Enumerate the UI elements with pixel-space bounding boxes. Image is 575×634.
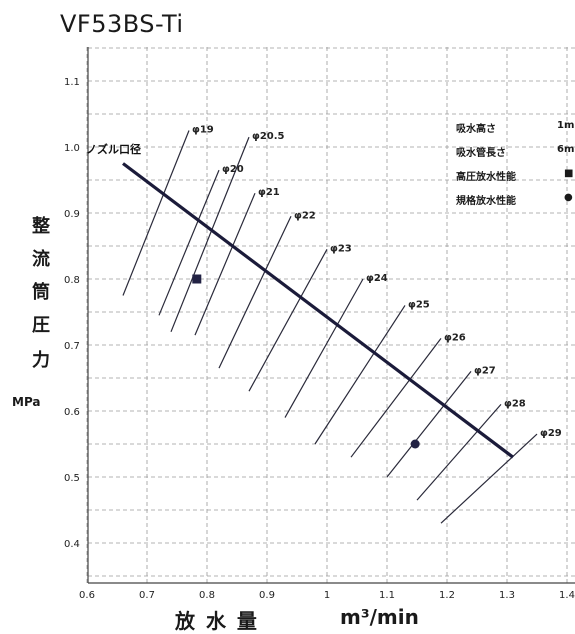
nozzle-label: φ24 (366, 273, 388, 284)
x-tick-label: 1.3 (499, 590, 515, 601)
nozzle-line (158, 169, 220, 316)
y-axis-label-char: 圧 (32, 315, 50, 336)
nozzle-line (170, 136, 250, 333)
nozzle-label: φ29 (540, 428, 562, 439)
y-tick-label: 0.9 (64, 209, 80, 220)
nozzle-line (350, 338, 442, 458)
x-tick-label: 0.9 (259, 590, 275, 601)
nozzle-line (218, 216, 292, 369)
y-axis-label-char: 流 (32, 249, 50, 270)
legend-label: 吸水管長さ (456, 148, 506, 159)
nozzle-label: φ20 (222, 164, 244, 175)
nozzle-line (248, 249, 328, 392)
legend-label: 吸水高さ (456, 124, 496, 135)
nozzle-label: φ27 (474, 365, 496, 376)
legend-row: 高圧放水性能 (456, 168, 516, 183)
nozzle-caption: ノズル口径 (86, 142, 141, 156)
nozzle-label: φ22 (294, 210, 316, 221)
x-tick-label: 1.4 (559, 590, 575, 601)
nozzle-line (122, 130, 190, 296)
nozzle-line (194, 192, 256, 336)
nozzle-line (314, 305, 406, 445)
x-tick-label: 0.7 (139, 590, 155, 601)
x-tick-label: 0.6 (79, 590, 95, 601)
nozzle-label: φ25 (408, 299, 430, 310)
legend-value: 1m (557, 120, 575, 131)
legend-square-icon: ■ (564, 168, 574, 179)
y-axis-label-char: 筒 (32, 282, 50, 303)
y-tick-label: 0.4 (64, 539, 80, 550)
y-axis-label-char: 整 (32, 216, 50, 237)
nozzle-label: φ26 (444, 332, 466, 343)
nozzle-line (440, 433, 538, 524)
point-circle (410, 439, 420, 449)
nozzle-label: φ21 (258, 187, 280, 198)
nozzle-label: φ23 (330, 243, 352, 254)
y-axis-unit: MPa (12, 395, 41, 409)
x-axis-label: 放 水 量 (175, 609, 259, 633)
legend-row: 吸水高さ (456, 120, 496, 135)
series-line (122, 162, 514, 459)
nozzle-line (386, 371, 472, 478)
nozzle-label: φ20.5 (252, 131, 285, 142)
y-tick-label: 0.8 (64, 275, 80, 286)
y-tick-label: 1.0 (64, 143, 80, 154)
legend-label: 高圧放水性能 (456, 172, 516, 183)
x-tick-label: 1 (324, 590, 330, 601)
x-tick-label: 1.1 (379, 590, 395, 601)
y-tick-label: 1.1 (64, 77, 80, 88)
x-axis-unit: m³/min (340, 605, 419, 629)
legend-label: 規格放水性能 (456, 196, 516, 207)
legend-value: 6m (557, 144, 575, 155)
nozzle-label: φ19 (192, 125, 214, 136)
nozzle-label: φ28 (504, 398, 526, 409)
y-axis-label-char: 力 (32, 350, 50, 371)
y-tick-label: 0.7 (64, 341, 80, 352)
y-tick-label: 0.5 (64, 473, 80, 484)
legend-row: 規格放水性能 (456, 192, 516, 207)
nozzle-line (284, 278, 364, 418)
nozzle-line (416, 404, 502, 501)
chart-title: VF53BS-Ti (60, 10, 184, 38)
point-square (192, 274, 202, 284)
legend-row: 吸水管長さ (456, 144, 506, 159)
x-tick-label: 0.8 (199, 590, 215, 601)
legend-circle-icon: ● (564, 192, 573, 203)
x-tick-label: 1.2 (439, 590, 455, 601)
y-tick-label: 0.6 (64, 407, 80, 418)
